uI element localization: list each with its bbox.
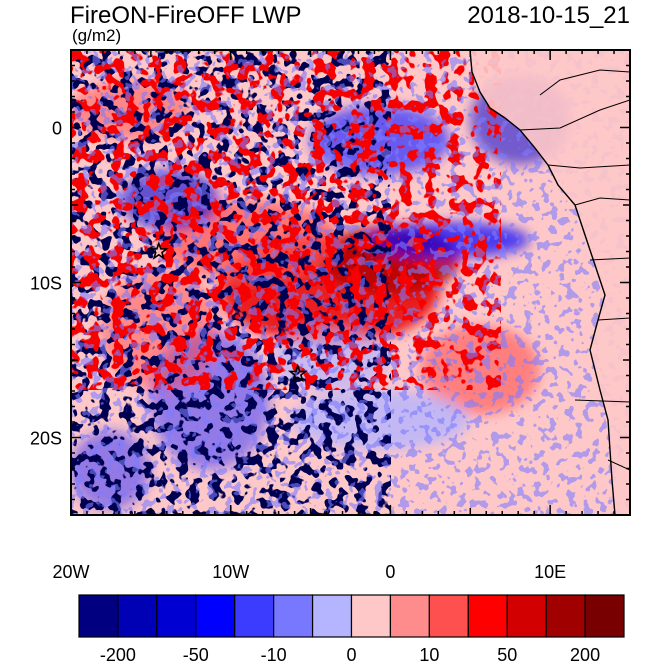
colorbar-swatch: [545, 594, 586, 638]
colorbar: -200 -50 -10 0 10 50 200: [78, 594, 625, 665]
colorbar-swatch: [117, 594, 158, 638]
star-marker: [148, 241, 169, 260]
colorbar-label: -50: [183, 645, 209, 665]
lwp-field: [71, 50, 630, 515]
star-marker: [287, 363, 308, 383]
timestamp: 2018-10-15_21: [467, 2, 630, 29]
plot-title: FireON-FireOFF LWP: [70, 2, 302, 29]
africa-land: [470, 50, 630, 515]
colorbar-swatch: [428, 594, 469, 638]
colorbar-label: -10: [261, 645, 287, 665]
units-label: (g/m2): [72, 26, 122, 45]
colorbar-swatch: [234, 594, 275, 638]
y-tick-label: 10S: [30, 274, 62, 294]
colorbar-swatch: [584, 594, 625, 638]
colorbar-swatch: [273, 594, 314, 638]
country-borders: [519, 69, 630, 471]
colorbar-label: -200: [100, 645, 136, 665]
y-tick-label: 20S: [30, 429, 62, 449]
colorbar-label: 0: [346, 645, 356, 665]
axis-ticks: 20W 10W 0 10E 0 10S 20S: [30, 49, 631, 582]
marker-layer: [148, 241, 308, 383]
colorbar-swatch: [156, 594, 197, 638]
colorbar-swatch: [467, 594, 508, 638]
colorbar-swatch: [506, 594, 547, 638]
x-tick-label: 20W: [52, 562, 89, 582]
colorbar-swatch: [311, 594, 353, 638]
colorbar-swatch: [195, 594, 236, 638]
x-tick-label: 10W: [212, 562, 249, 582]
colorbar-label: 200: [570, 645, 600, 665]
y-tick-label: 0: [52, 119, 62, 139]
colorbar-swatch: [78, 594, 119, 638]
x-tick-label: 0: [385, 562, 395, 582]
x-tick-label: 10E: [534, 562, 566, 582]
colorbar-swatch: [350, 594, 392, 638]
colorbar-label: 10: [419, 645, 439, 665]
colorbar-swatch: [389, 594, 430, 638]
colorbar-label: 50: [497, 645, 517, 665]
